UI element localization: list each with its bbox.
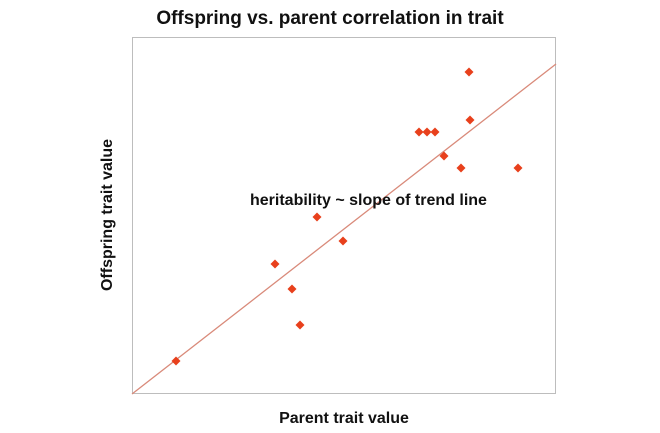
chart-title: Offspring vs. parent correlation in trai… xyxy=(156,8,504,29)
data-point xyxy=(270,259,280,269)
data-point xyxy=(422,127,432,137)
y-axis-label: Offspring trait value xyxy=(99,138,116,292)
x-axis-label: Parent trait value xyxy=(279,410,409,427)
data-point xyxy=(287,284,297,294)
data-point xyxy=(439,151,449,161)
data-point xyxy=(464,67,474,77)
data-point xyxy=(414,127,424,137)
data-point xyxy=(171,356,181,366)
data-point xyxy=(430,127,440,137)
data-point xyxy=(295,320,305,330)
trend-line xyxy=(131,63,557,395)
data-point xyxy=(513,163,523,173)
data-point xyxy=(312,212,322,222)
data-point xyxy=(456,163,466,173)
data-point xyxy=(338,236,348,246)
data-point xyxy=(465,115,475,125)
chart-annotation: heritability ~ slope of trend line xyxy=(250,192,487,209)
plot-area xyxy=(132,37,556,394)
